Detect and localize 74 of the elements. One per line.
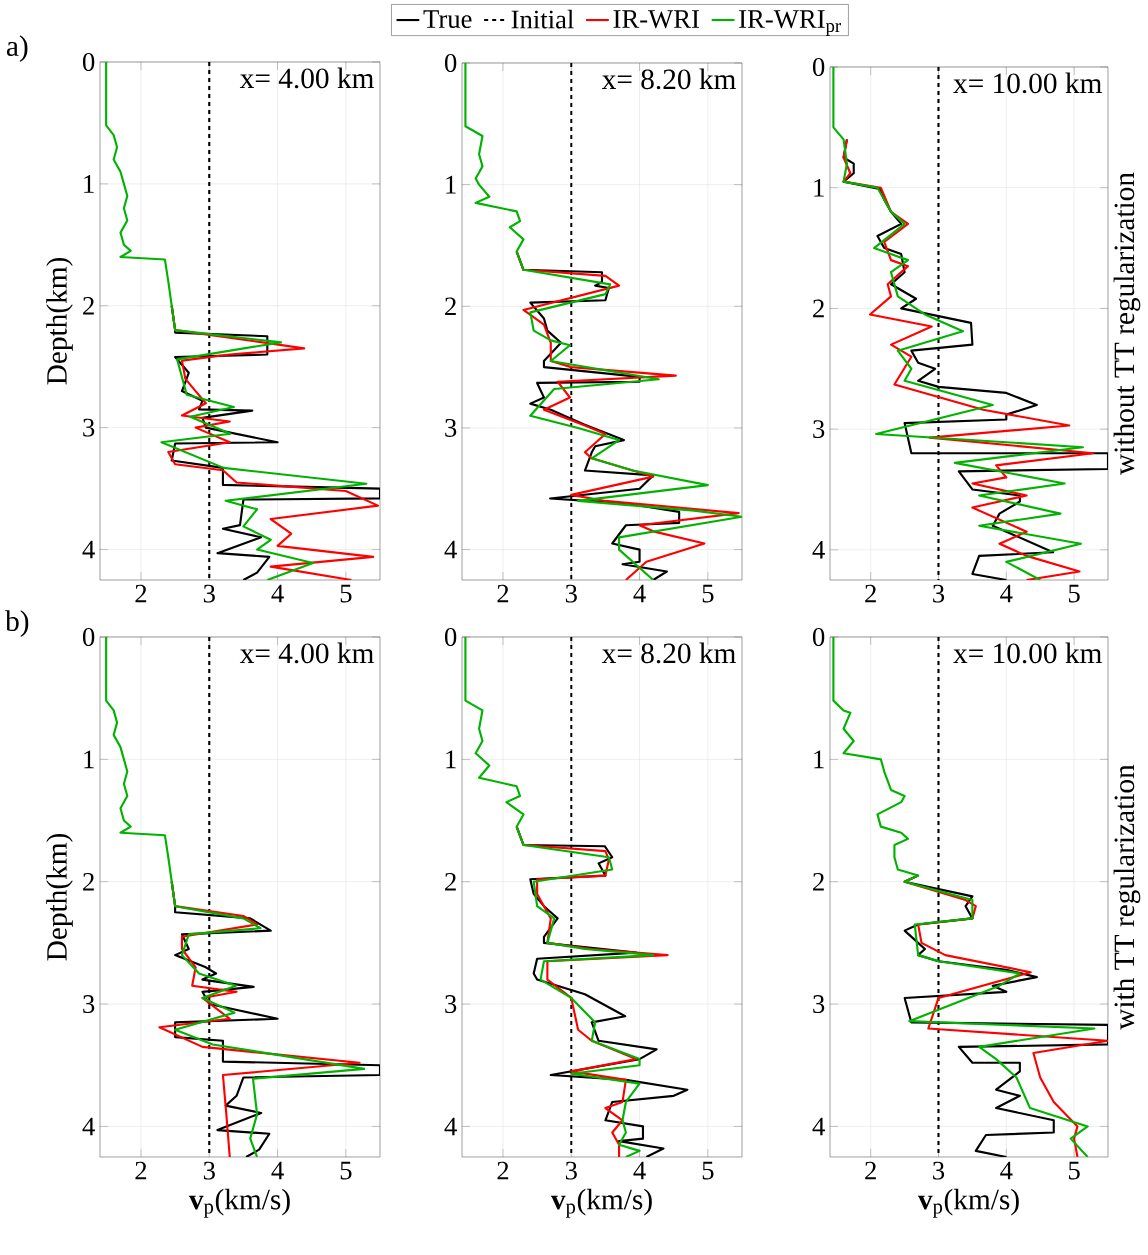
x-tick-label: 2 xyxy=(497,1161,509,1180)
y-tick-label: 4 xyxy=(812,541,825,559)
x-tick-label: 3 xyxy=(933,1161,945,1180)
y-tick-label: 2 xyxy=(445,297,456,316)
annotation: x= 4.00 km xyxy=(239,67,374,89)
x-tick-label: 5 xyxy=(340,1161,352,1180)
x-axis-title: v$_{p}$(km/s) xyxy=(917,1188,1019,1218)
x-tick-label: 2 xyxy=(135,1161,147,1180)
y-axis-title: Depth(km) xyxy=(46,833,73,961)
y-tick-label: 3 xyxy=(813,995,825,1014)
x-tick-label: 3 xyxy=(203,1161,215,1180)
y-tick-label: 3 xyxy=(813,420,825,439)
legend-label: Initial xyxy=(511,9,574,29)
text: with TT regularization xyxy=(1113,764,1141,1030)
x-tick-label: 5 xyxy=(702,1161,714,1180)
y-tick-label: 1 xyxy=(84,175,94,193)
x-tick-label: 2 xyxy=(135,584,147,603)
y-tick-label: 2 xyxy=(813,872,824,891)
y-tick-label: 2 xyxy=(83,872,94,891)
y-tick-label: 0 xyxy=(444,54,457,72)
y-tick-label: 1 xyxy=(814,750,824,769)
y-tick-label: 4 xyxy=(82,1117,95,1136)
y-tick-label: 1 xyxy=(84,750,94,769)
x-tick-label: 5 xyxy=(1068,1161,1080,1180)
y-tick-label: 2 xyxy=(83,296,94,315)
legend-label: IR-WRI xyxy=(613,10,700,29)
y-tick-label: 1 xyxy=(446,750,456,769)
annotation: x= 8.20 km xyxy=(601,68,736,90)
x-tick-label: 4 xyxy=(1000,1161,1013,1180)
y-tick-label: 0 xyxy=(82,628,95,646)
text: without TT regularization xyxy=(1113,172,1141,475)
y-tick-label: 3 xyxy=(445,418,457,437)
y-tick-label: 3 xyxy=(445,995,457,1014)
annotation: x= 8.20 km xyxy=(601,642,736,664)
y-tick-label: 4 xyxy=(444,540,457,559)
x-tick-label: 3 xyxy=(933,584,945,603)
y-tick-label: 0 xyxy=(444,628,457,646)
y-tick-label: 2 xyxy=(445,872,456,891)
y-tick-label: 0 xyxy=(82,53,95,71)
chart-title: b) xyxy=(5,610,29,637)
x-tick-label: 2 xyxy=(497,584,509,603)
legend-label: True xyxy=(423,10,472,29)
y-tick-label: 4 xyxy=(82,540,95,559)
x-axis-title: v$_{p}$(km/s) xyxy=(188,1188,290,1218)
y-tick-label: 4 xyxy=(812,1117,825,1136)
y-tick-label: 1 xyxy=(446,175,456,194)
x-tick-label: 4 xyxy=(271,1161,284,1180)
y-tick-label: 4 xyxy=(444,1117,457,1136)
x-tick-label: 3 xyxy=(565,1161,577,1180)
x-tick-label: 5 xyxy=(702,584,714,603)
x-tick-label: 4 xyxy=(1000,584,1013,603)
y-tick-label: 3 xyxy=(83,418,95,437)
y-tick-label: 0 xyxy=(812,58,825,76)
x-tick-label: 4 xyxy=(633,1161,646,1180)
x-tick-label: 4 xyxy=(271,584,284,603)
x-tick-label: 2 xyxy=(865,1161,876,1180)
chart-title: a) xyxy=(6,35,28,62)
x-tick-label: 2 xyxy=(865,584,876,603)
annotation: x= 10.00 km xyxy=(953,72,1102,94)
x-tick-label: 3 xyxy=(565,584,577,603)
annotation: x= 10.00 km xyxy=(953,642,1102,664)
x-tick-label: 3 xyxy=(203,584,215,603)
y-axis-title: Depth(km) xyxy=(46,257,73,385)
x-tick-label: 5 xyxy=(1068,584,1080,603)
x-tick-label: 4 xyxy=(633,584,646,603)
x-axis-title: v$_{p}$(km/s) xyxy=(550,1188,652,1218)
y-tick-label: 1 xyxy=(814,178,824,197)
y-tick-label: 0 xyxy=(812,628,825,646)
legend-label: IR-WRI$_{pr}$ xyxy=(739,10,841,36)
y-tick-label: 3 xyxy=(83,995,95,1014)
annotation: x= 4.00 km xyxy=(239,642,374,664)
x-tick-label: 5 xyxy=(340,584,352,603)
y-tick-label: 2 xyxy=(813,299,824,318)
line-series xyxy=(464,62,742,580)
